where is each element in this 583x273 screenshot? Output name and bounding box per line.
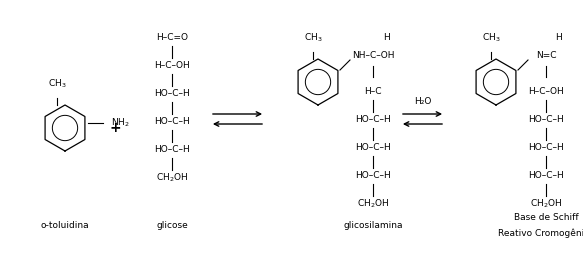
Text: HO–C–H: HO–C–H — [528, 171, 564, 180]
Text: Base de Schiff: Base de Schiff — [514, 213, 578, 222]
Text: H: H — [554, 34, 561, 43]
Text: HO–C–H: HO–C–H — [154, 117, 190, 126]
Text: +: + — [109, 121, 121, 135]
Text: HO–C–H: HO–C–H — [355, 115, 391, 124]
Text: HO–C–H: HO–C–H — [528, 115, 564, 124]
Text: CH$_2$OH: CH$_2$OH — [156, 172, 188, 184]
Text: CH$_2$OH: CH$_2$OH — [530, 198, 562, 210]
Text: CH$_3$: CH$_3$ — [482, 32, 500, 44]
Text: CH$_3$: CH$_3$ — [48, 78, 66, 90]
Text: H–C: H–C — [364, 88, 382, 96]
Text: HO–C–H: HO–C–H — [528, 144, 564, 153]
Text: N=C: N=C — [536, 52, 556, 61]
Text: CH$_2$OH: CH$_2$OH — [357, 198, 389, 210]
Text: H: H — [382, 34, 389, 43]
Text: glicose: glicose — [156, 221, 188, 230]
Text: Reativo Cromogênico: Reativo Cromogênico — [498, 228, 583, 238]
Text: H₂O: H₂O — [414, 97, 431, 106]
Text: NH–C–OH: NH–C–OH — [352, 52, 394, 61]
Text: CH$_3$: CH$_3$ — [304, 32, 322, 44]
Text: NH$_2$: NH$_2$ — [111, 117, 129, 129]
Text: H–C–OH: H–C–OH — [528, 88, 564, 96]
Text: HO–C–H: HO–C–H — [355, 144, 391, 153]
Text: HO–C–H: HO–C–H — [154, 146, 190, 155]
Text: H–C=O: H–C=O — [156, 34, 188, 43]
Text: o-toluidina: o-toluidina — [41, 221, 89, 230]
Text: glicosilamina: glicosilamina — [343, 221, 403, 230]
Text: H–C–OH: H–C–OH — [154, 61, 190, 70]
Text: HO–C–H: HO–C–H — [154, 90, 190, 99]
Text: HO–C–H: HO–C–H — [355, 171, 391, 180]
